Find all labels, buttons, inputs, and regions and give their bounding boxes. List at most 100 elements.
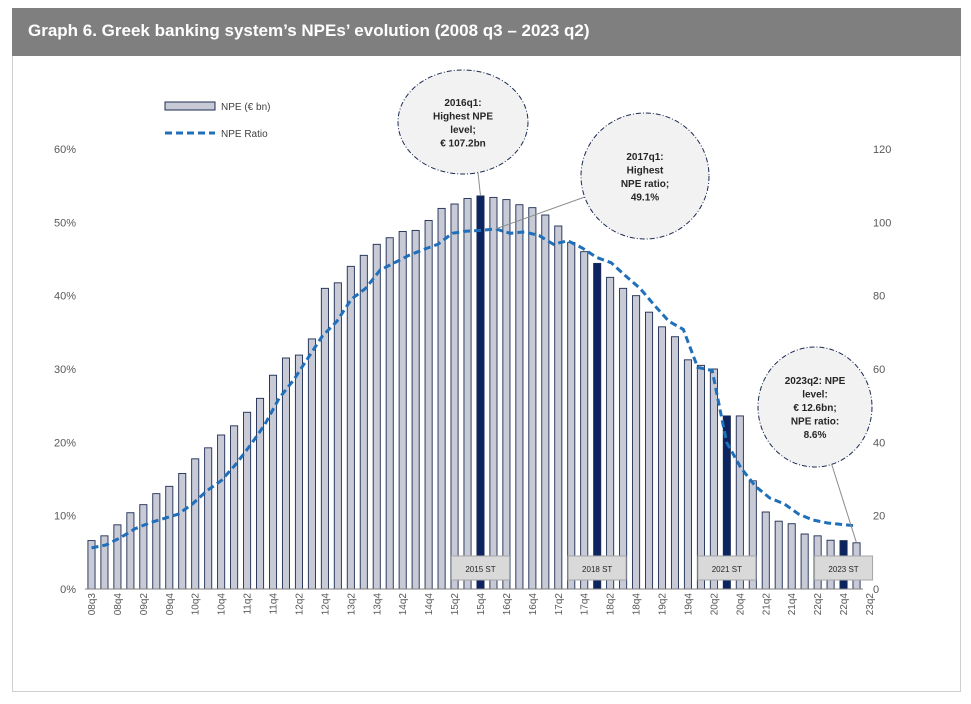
y-right-tick-label: 120 — [873, 144, 891, 156]
x-tick-label: 16q4 — [528, 593, 539, 616]
x-tick-label: 09q4 — [165, 593, 176, 616]
npe-bar — [502, 199, 511, 590]
npe-bar — [294, 354, 303, 590]
y-right-tick-label: 0 — [873, 584, 879, 596]
npe-bar — [683, 359, 692, 590]
npe-bar — [256, 397, 265, 590]
annotation-bubble — [397, 69, 529, 175]
annotations: 2016q1: Highest NPE level; € 107.2bn 2017q1:… — [397, 69, 873, 543]
x-tick-label: 13q4 — [372, 593, 383, 616]
npe-bar — [696, 364, 705, 590]
npe-bar-highlighted — [593, 262, 602, 590]
npe-bar-highlighted — [476, 195, 485, 590]
x-tick-label: 08q3 — [87, 593, 98, 616]
npe-bar — [204, 447, 213, 590]
x-tick-label: 20q2 — [709, 593, 720, 616]
stress-test-box — [567, 555, 627, 581]
npe-bar — [217, 434, 226, 590]
annotation-bubble — [580, 112, 710, 240]
stress-test-label: 2021 ST — [712, 565, 742, 574]
x-tick-label: 11q2 — [243, 593, 254, 615]
annotation-text: 49.1% — [631, 192, 659, 203]
x-tick-label: 18q4 — [632, 593, 643, 616]
y-left-tick-label: 10% — [54, 511, 76, 523]
npe-bar — [787, 523, 796, 590]
y-right-tick-label: 60 — [873, 364, 885, 376]
npe-bar — [567, 242, 576, 590]
annotation-text: 2023q2: NPE — [785, 376, 846, 387]
x-tick-label: 08q4 — [113, 593, 124, 616]
x-axis: 08q3 08q4 09q2 09q4 10q2 10q4 11q2 11q4 12q2 12q4… — [85, 588, 876, 616]
npe-bar — [269, 374, 278, 590]
npe-bar — [230, 425, 239, 590]
npe-bar — [658, 326, 667, 590]
x-tick-label: 14q4 — [424, 593, 435, 616]
annotation-text: 8.6% — [804, 430, 827, 441]
npe-bar — [243, 411, 252, 590]
stress-test-label: 2023 ST — [828, 565, 858, 574]
npe-bar — [385, 237, 394, 590]
npe-bar — [113, 524, 122, 590]
y-right-tick-label: 100 — [873, 217, 891, 229]
stress-test-label: 2018 ST — [582, 565, 612, 574]
x-tick-label: 09q2 — [139, 593, 150, 616]
npe-bar — [580, 251, 589, 590]
npe-bar — [437, 207, 446, 590]
annotation-text: € 107.2bn — [440, 138, 486, 149]
stress-test-box — [814, 555, 874, 581]
y-right-tick-label: 80 — [873, 291, 885, 303]
npe-bar — [126, 512, 135, 590]
x-tick-label: 19q2 — [658, 593, 669, 616]
annotation-text: NPE ratio; — [621, 179, 669, 190]
x-tick-label: 16q2 — [502, 593, 513, 616]
npe-bar — [165, 485, 174, 590]
annotation-pointer — [495, 196, 585, 230]
npe-bar — [152, 493, 161, 590]
y-left-tick-label: 0% — [60, 584, 76, 596]
npe-bar — [632, 295, 641, 590]
npe-bar — [191, 458, 200, 590]
npe-bar — [645, 311, 654, 590]
npe-ratio-line — [91, 227, 857, 550]
npe-bar — [463, 198, 472, 590]
annotation-text: 2016q1: — [444, 98, 481, 109]
npe-bar — [619, 287, 628, 590]
x-tick-label: 21q2 — [761, 593, 772, 616]
annotation-text: € 12.6bn; — [793, 403, 836, 414]
x-tick-label: 14q2 — [398, 593, 409, 616]
annotation-pointer — [831, 464, 857, 543]
annotation-text: NPE ratio: — [791, 417, 839, 428]
npe-bar — [333, 282, 342, 590]
annotation-text: Highest NPE — [433, 111, 493, 122]
stress-test-box — [450, 555, 510, 581]
npe-bar — [346, 265, 355, 590]
npe-bar — [307, 338, 316, 590]
x-tick-label: 10q4 — [217, 593, 228, 616]
npe-bar — [774, 520, 783, 590]
chart-title: Graph 6. Greek banking system’s NPEs’ ev… — [28, 21, 590, 40]
npe-bar — [398, 231, 407, 590]
stress-test-labels: 2015 ST 2018 ST 2021 ST 2023 ST — [450, 555, 874, 581]
npe-bar — [761, 511, 770, 590]
npe-bar — [139, 504, 148, 590]
npe-bar — [800, 533, 809, 590]
x-tick-label: 19q4 — [684, 593, 695, 616]
legend-swatch-bar — [164, 101, 216, 111]
x-tick-label: 18q2 — [606, 593, 617, 616]
x-tick-label: 23q2 — [865, 593, 876, 616]
x-tick-label: 11q4 — [269, 593, 280, 615]
annotation-bubble — [757, 346, 873, 468]
stress-test-box — [697, 555, 757, 581]
legend-label: NPE (€ bn) — [221, 102, 270, 113]
npe-bar — [450, 203, 459, 590]
npe-bar — [554, 225, 563, 590]
annotation-text: level; — [450, 125, 476, 136]
npe-bar — [372, 243, 381, 590]
annotation-text: level: — [802, 390, 828, 401]
y-left-tick-label: 30% — [54, 364, 76, 376]
npe-bar — [320, 287, 329, 590]
x-tick-label: 15q2 — [450, 593, 461, 616]
annotation-text: 2017q1: — [626, 152, 663, 163]
y-right-tick-label: 20 — [873, 511, 885, 523]
x-tick-label: 10q2 — [191, 593, 202, 616]
